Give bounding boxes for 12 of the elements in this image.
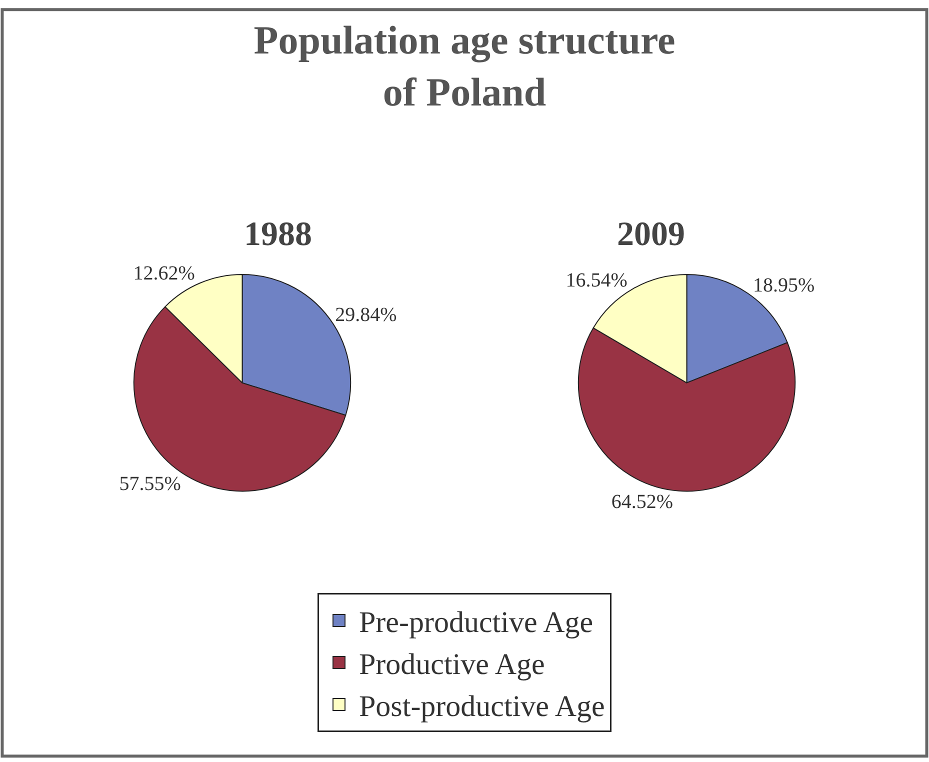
legend-label: Post-productive Age	[359, 690, 605, 724]
data-label: 64.52%	[611, 490, 674, 513]
data-label: 18.95%	[753, 274, 815, 297]
data-label: 29.84%	[335, 304, 397, 326]
data-label: 57.55%	[119, 472, 181, 495]
legend-label: Productive Age	[359, 648, 545, 682]
data-label: 12.62%	[133, 262, 195, 285]
legend-label: Pre-productive Age	[359, 606, 594, 640]
chart-subtitle: 2009	[617, 216, 685, 253]
data-label: 16.54%	[566, 269, 628, 292]
chart-subtitle: 1988	[244, 216, 312, 253]
chart-title: Population age structure of Poland	[254, 17, 676, 114]
